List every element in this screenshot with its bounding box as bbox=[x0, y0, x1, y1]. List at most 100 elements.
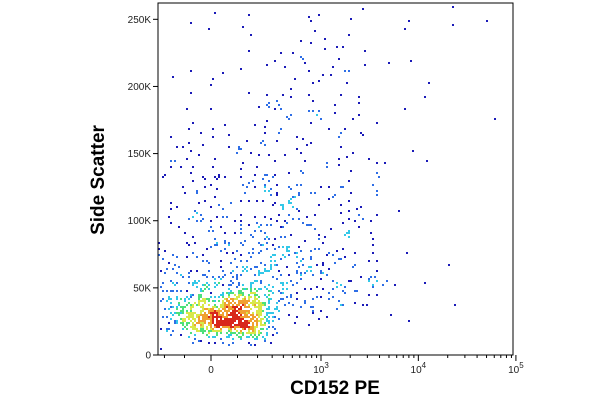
event-dot bbox=[176, 146, 178, 148]
event-dot bbox=[280, 274, 282, 276]
event-dot bbox=[194, 280, 196, 282]
event-dot bbox=[216, 326, 218, 328]
event-dot bbox=[264, 294, 266, 296]
event-dot bbox=[308, 16, 310, 18]
event-dot bbox=[232, 338, 234, 340]
event-dot bbox=[238, 320, 240, 322]
event-dot bbox=[204, 298, 206, 300]
event-dot bbox=[268, 106, 270, 108]
event-dot bbox=[300, 278, 302, 280]
event-dot bbox=[340, 212, 342, 214]
event-dot bbox=[200, 294, 202, 296]
event-dot bbox=[286, 222, 288, 224]
event-dot bbox=[250, 314, 252, 316]
event-dot bbox=[174, 284, 176, 286]
event-dot bbox=[358, 102, 360, 104]
event-dot bbox=[270, 194, 272, 196]
event-dot bbox=[370, 220, 372, 222]
event-dot bbox=[254, 338, 256, 340]
event-dot bbox=[202, 326, 204, 328]
event-dot bbox=[298, 266, 300, 268]
event-dot bbox=[234, 302, 236, 304]
event-dot bbox=[320, 270, 322, 272]
event-dot bbox=[230, 334, 232, 336]
event-dot bbox=[306, 224, 308, 226]
event-dot bbox=[254, 216, 256, 218]
event-dot bbox=[200, 310, 202, 312]
event-dot bbox=[230, 284, 232, 286]
event-dot bbox=[232, 304, 234, 306]
event-dot bbox=[282, 292, 284, 294]
event-dot bbox=[222, 316, 224, 318]
event-dot bbox=[276, 194, 278, 196]
event-dot bbox=[218, 204, 220, 206]
event-dot bbox=[240, 242, 242, 244]
event-dot bbox=[250, 234, 252, 236]
event-dot bbox=[240, 214, 242, 216]
event-dot bbox=[238, 302, 240, 304]
event-dot bbox=[230, 308, 232, 310]
event-dot bbox=[220, 260, 222, 262]
event-dot bbox=[230, 312, 232, 314]
event-dot bbox=[306, 270, 308, 272]
event-dot bbox=[240, 310, 242, 312]
event-dot bbox=[190, 312, 192, 314]
event-dot bbox=[216, 188, 218, 190]
event-dot bbox=[258, 332, 260, 334]
event-dot bbox=[224, 304, 226, 306]
event-dot bbox=[230, 314, 232, 316]
event-dot bbox=[354, 220, 356, 222]
event-dot bbox=[372, 238, 374, 240]
event-dot bbox=[362, 134, 364, 136]
event-dot bbox=[218, 176, 220, 178]
event-dot bbox=[228, 328, 230, 330]
event-dot bbox=[228, 300, 230, 302]
event-dot bbox=[300, 170, 302, 172]
event-dot bbox=[332, 66, 334, 68]
event-dot bbox=[200, 220, 202, 222]
event-dot bbox=[376, 294, 378, 296]
event-dot bbox=[202, 320, 204, 322]
event-dot bbox=[316, 264, 318, 266]
event-dot bbox=[368, 260, 370, 262]
event-dot bbox=[360, 132, 362, 134]
event-dot bbox=[242, 332, 244, 334]
event-dot bbox=[310, 270, 312, 272]
event-dot bbox=[244, 322, 246, 324]
event-dot bbox=[228, 322, 230, 324]
event-dot bbox=[208, 312, 210, 314]
event-dot bbox=[226, 252, 228, 254]
event-dot bbox=[376, 122, 378, 124]
event-dot bbox=[248, 304, 250, 306]
event-dot bbox=[240, 228, 242, 230]
event-dot bbox=[180, 306, 182, 308]
event-dot bbox=[290, 280, 292, 282]
event-dot bbox=[220, 304, 222, 306]
event-dot bbox=[242, 26, 244, 28]
event-dot bbox=[268, 322, 270, 324]
event-dot bbox=[224, 298, 226, 300]
event-dot bbox=[296, 316, 298, 318]
event-dot bbox=[216, 306, 218, 308]
event-dot bbox=[220, 330, 222, 332]
event-dot bbox=[254, 330, 256, 332]
event-dot bbox=[322, 264, 324, 266]
event-dot bbox=[210, 328, 212, 330]
event-dot bbox=[240, 148, 242, 150]
event-dot bbox=[236, 330, 238, 332]
event-dot bbox=[264, 174, 266, 176]
event-dot bbox=[246, 288, 248, 290]
event-dot bbox=[214, 244, 216, 246]
event-dot bbox=[184, 326, 186, 328]
event-dot bbox=[332, 280, 334, 282]
event-dot bbox=[234, 320, 236, 322]
event-dot bbox=[356, 290, 358, 292]
event-dot bbox=[260, 304, 262, 306]
event-dot bbox=[174, 160, 176, 162]
event-dot bbox=[222, 324, 224, 326]
event-dot bbox=[216, 244, 218, 246]
x-axis-title: CD152 PE bbox=[290, 378, 380, 399]
event-dot bbox=[208, 28, 210, 30]
event-dot bbox=[278, 214, 280, 216]
event-dot bbox=[210, 206, 212, 208]
